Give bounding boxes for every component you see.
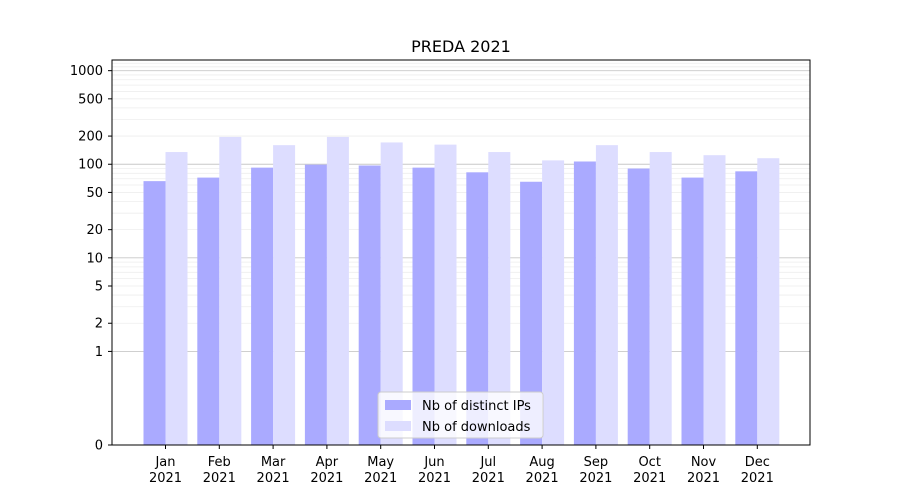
- x-tick-label: Feb: [208, 455, 231, 470]
- x-tick-label: 2021: [687, 471, 720, 486]
- bar-downloads: [273, 145, 296, 445]
- x-tick-label: 2021: [203, 471, 236, 486]
- x-tick-label: 2021: [472, 471, 505, 486]
- bar-downloads: [488, 152, 511, 445]
- x-tick-label: Aug: [529, 455, 554, 470]
- y-tick-label: 500: [78, 92, 103, 107]
- x-tick-label: 2021: [149, 471, 182, 486]
- plot-frame: [111, 59, 811, 446]
- bar-distinct-ips: [627, 168, 650, 445]
- bar-distinct-ips: [681, 177, 704, 446]
- x-tick-label: 2021: [526, 471, 559, 486]
- legend-box: [377, 391, 544, 439]
- x-tick-label: 2021: [418, 471, 451, 486]
- bar-distinct-ips: [520, 181, 543, 446]
- x-tick-label: Oct: [638, 455, 660, 470]
- x-tick-label: Sep: [584, 455, 609, 470]
- bar-downloads: [649, 152, 672, 445]
- bar-downloads: [703, 155, 726, 445]
- x-tick-label: May: [367, 455, 394, 470]
- bar-downloads: [434, 144, 457, 445]
- y-tick-label: 100: [78, 158, 103, 173]
- y-tick-label: 50: [86, 186, 103, 201]
- bar-distinct-ips: [466, 172, 489, 446]
- bar-downloads: [219, 136, 242, 446]
- y-tick-label: 200: [78, 130, 103, 145]
- bar-distinct-ips: [197, 177, 220, 446]
- y-tick-label: 5: [95, 280, 103, 295]
- bar-downloads: [326, 136, 349, 446]
- bar-downloads: [542, 160, 565, 445]
- bar-distinct-ips: [358, 165, 381, 446]
- bar-distinct-ips: [143, 181, 166, 445]
- x-tick-label: Jul: [479, 455, 496, 470]
- y-tick-label: 1000: [70, 64, 103, 79]
- bar-distinct-ips: [304, 164, 327, 445]
- bar-downloads: [757, 158, 780, 446]
- bar-downloads: [595, 145, 618, 445]
- x-tick-label: Dec: [745, 455, 770, 470]
- bar-downloads: [380, 142, 403, 445]
- x-tick-label: 2021: [310, 471, 343, 486]
- x-tick-label: 2021: [741, 471, 774, 486]
- bar-distinct-ips: [412, 167, 435, 445]
- bar-distinct-ips: [735, 171, 758, 445]
- bar-downloads: [165, 152, 188, 445]
- bar-distinct-ips: [251, 167, 274, 445]
- x-tick-label: 2021: [633, 471, 666, 486]
- legend-swatch: [385, 400, 411, 410]
- y-tick-label: 10: [86, 251, 103, 266]
- x-tick-label: Jun: [423, 455, 444, 470]
- legend-label: Nb of distinct IPs: [422, 399, 531, 414]
- x-tick-label: 2021: [257, 471, 290, 486]
- y-tick-label: 2: [95, 317, 103, 332]
- legend-swatch: [385, 421, 411, 431]
- x-tick-label: 2021: [579, 471, 612, 486]
- legend-label: Nb of downloads: [422, 420, 531, 435]
- x-tick-label: Mar: [261, 455, 286, 470]
- y-tick-label: 0: [95, 439, 103, 454]
- chart-title: PREDA 2021: [411, 37, 511, 56]
- x-tick-label: Apr: [316, 455, 339, 470]
- bar-distinct-ips: [573, 161, 596, 445]
- x-tick-label: 2021: [364, 471, 397, 486]
- x-tick-label: Nov: [691, 455, 717, 470]
- y-tick-label: 20: [86, 223, 103, 238]
- x-tick-label: Jan: [154, 455, 175, 470]
- y-tick-label: 1: [95, 345, 103, 360]
